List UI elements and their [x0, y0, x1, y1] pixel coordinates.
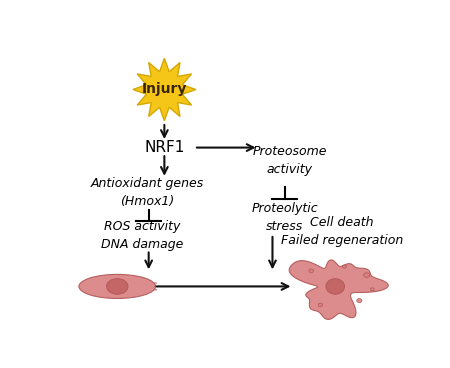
Text: Injury: Injury	[142, 82, 187, 96]
FancyBboxPatch shape	[53, 41, 409, 330]
Text: Proteosome
activity: Proteosome activity	[252, 145, 327, 176]
Ellipse shape	[318, 303, 323, 307]
Ellipse shape	[107, 279, 128, 294]
Polygon shape	[289, 260, 388, 319]
Text: Cell death
Failed regeneration: Cell death Failed regeneration	[281, 216, 403, 247]
Ellipse shape	[79, 275, 156, 298]
Ellipse shape	[326, 279, 345, 294]
Text: NRF1: NRF1	[144, 140, 184, 155]
Ellipse shape	[364, 273, 370, 277]
Polygon shape	[133, 59, 196, 121]
Text: Antioxidant genes
(Hmox1): Antioxidant genes (Hmox1)	[90, 177, 203, 208]
Text: Proteolytic
stress: Proteolytic stress	[252, 202, 318, 233]
Text: ROS activity
DNA damage: ROS activity DNA damage	[100, 220, 183, 251]
Ellipse shape	[342, 265, 346, 268]
Ellipse shape	[309, 269, 314, 273]
Ellipse shape	[370, 288, 374, 291]
Ellipse shape	[357, 298, 362, 302]
